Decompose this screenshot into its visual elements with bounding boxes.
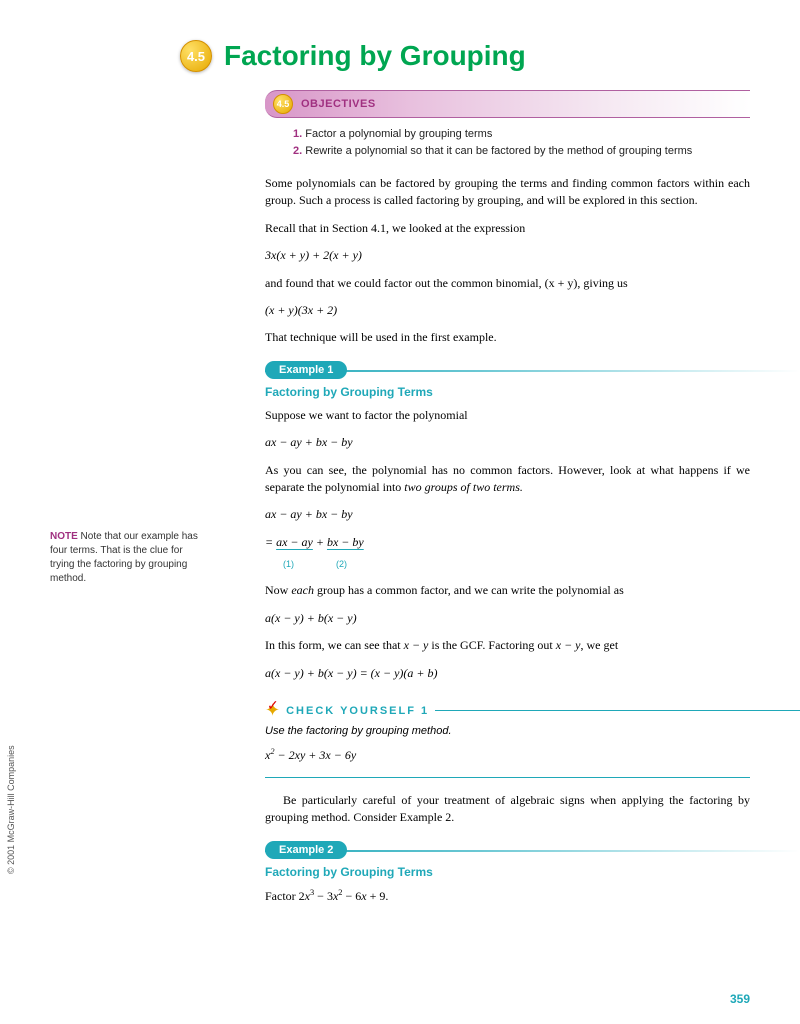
- note-label: NOTE: [50, 531, 78, 542]
- example-2-header: Example 2: [265, 841, 750, 859]
- paragraph: and found that we could factor out the c…: [265, 275, 750, 292]
- example-2-pill: Example 2: [265, 841, 347, 859]
- objectives-header: 4.5 OBJECTIVES: [265, 90, 750, 118]
- objectives-list: 1. Factor a polynomial by grouping terms…: [265, 126, 750, 159]
- math-expression: a(x − y) + b(x − y) = (x − y)(a + b): [265, 665, 750, 682]
- math-expression: ax − ay + bx − by: [265, 506, 750, 523]
- example-1-header: Example 1: [265, 361, 750, 379]
- check-problem: x2 − 2xy + 3x − 6y: [265, 747, 750, 763]
- example-1-title: Factoring by Grouping Terms: [265, 385, 750, 399]
- paragraph: In this form, we can see that x − y is t…: [265, 637, 750, 654]
- example-2-title: Factoring by Grouping Terms: [265, 865, 750, 879]
- check-yourself-1-header: ✦ CHECK YOURSELF 1: [265, 700, 750, 721]
- paragraph: Now each group has a common factor, and …: [265, 582, 750, 599]
- copyright-text: © 2001 McGraw-Hill Companies: [6, 745, 16, 874]
- example-1-pill: Example 1: [265, 361, 347, 379]
- intro-text: Some polynomials can be factored by grou…: [265, 175, 750, 347]
- objectives-label: OBJECTIVES: [301, 98, 376, 110]
- paragraph: That technique will be used in the first…: [265, 329, 750, 346]
- check-end-rule: [265, 777, 750, 778]
- paragraph: Some polynomials can be factored by grou…: [265, 175, 750, 210]
- section-number-badge: 4.5: [180, 40, 212, 72]
- section-header: 4.5 Factoring by Grouping: [180, 40, 750, 72]
- objectives-box: 4.5 OBJECTIVES 1. Factor a polynomial by…: [265, 90, 750, 159]
- group-labels: (1) (2): [265, 555, 750, 572]
- check-instruction: Use the factoring by grouping method.: [265, 725, 750, 737]
- math-grouped: = ax − ay + bx − by: [265, 534, 750, 551]
- objectives-badge: 4.5: [273, 94, 293, 114]
- section-title: Factoring by Grouping: [224, 40, 526, 72]
- math-expression: a(x − y) + b(x − y): [265, 610, 750, 627]
- paragraph: As you can see, the polynomial has no co…: [265, 462, 750, 497]
- math-expression: ax − ay + bx − by: [265, 434, 750, 451]
- transition-text: Be particularly careful of your treatmen…: [265, 792, 750, 827]
- objective-item: Rewrite a polynomial so that it can be f…: [305, 145, 692, 157]
- math-expression: 3x(x + y) + 2(x + y): [265, 247, 750, 264]
- math-expression: (x + y)(3x + 2): [265, 302, 750, 319]
- example-1-body: Suppose we want to factor the polynomial…: [265, 407, 750, 682]
- paragraph: Factor 2x3 − 3x2 − 6x + 9.: [265, 887, 750, 905]
- page-number: 359: [730, 992, 750, 1006]
- paragraph: Recall that in Section 4.1, we looked at…: [265, 220, 750, 237]
- side-note: NOTE Note that our example has four term…: [50, 530, 200, 586]
- check-icon: ✦: [265, 700, 280, 721]
- check-yourself-label: CHECK YOURSELF 1: [286, 705, 429, 717]
- objective-item: Factor a polynomial by grouping terms: [305, 128, 492, 140]
- paragraph: Suppose we want to factor the polynomial: [265, 407, 750, 424]
- example-2-body: Factor 2x3 − 3x2 − 6x + 9.: [265, 887, 750, 905]
- paragraph: Be particularly careful of your treatmen…: [265, 792, 750, 827]
